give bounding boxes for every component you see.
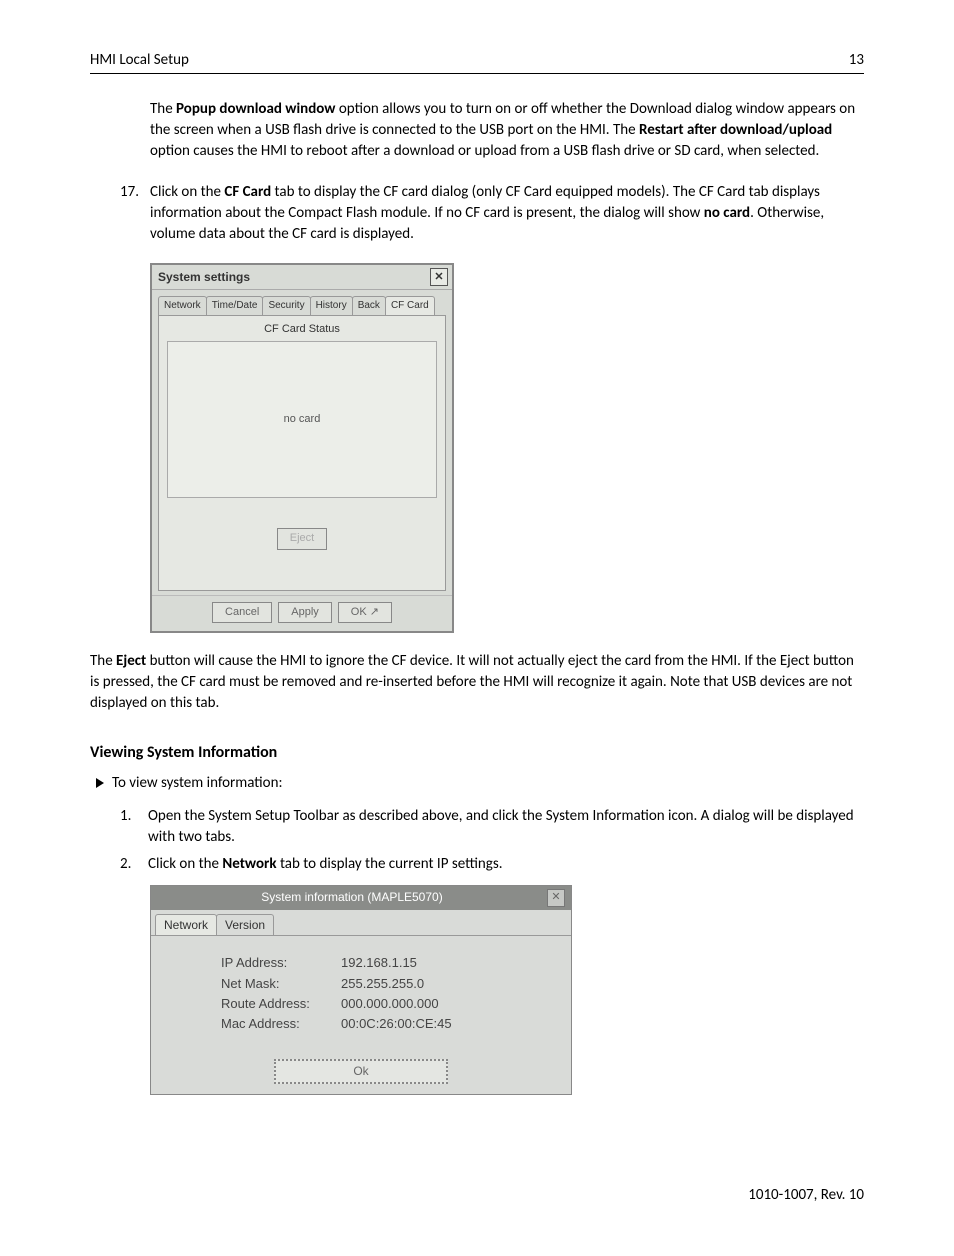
system-settings-titlebar: System settings ✕ (152, 265, 452, 290)
header-left: HMI Local Setup (90, 50, 189, 71)
net-mask-value: 255.255.255.0 (341, 975, 424, 993)
cf-card-status-box: no card (167, 341, 437, 498)
procedure-steps: 1. Open the System Setup Toolbar as desc… (120, 806, 864, 875)
page-header: HMI Local Setup 13 (90, 50, 864, 74)
tab-security[interactable]: Security (262, 296, 310, 315)
procedure-step-2: 2. Click on the Network tab to display t… (120, 854, 864, 875)
tab-cfcard[interactable]: CF Card (385, 296, 435, 315)
cancel-button[interactable]: Cancel (212, 602, 272, 623)
section-heading: Viewing System Information (90, 742, 864, 764)
cf-card-status-label: CF Card Status (167, 322, 437, 337)
close-icon[interactable]: ✕ (547, 889, 565, 907)
header-page-number: 13 (849, 50, 864, 71)
eject-button[interactable]: Eject (277, 528, 327, 549)
step-number: 17. (120, 182, 150, 245)
system-information-title: System information (MAPLE5070) (157, 889, 547, 906)
ok-button[interactable]: Ok (274, 1059, 448, 1084)
system-settings-title: System settings (158, 269, 250, 286)
ip-address-value: 192.168.1.15 (341, 954, 417, 972)
procedure-intro: To view system information: (96, 773, 864, 794)
procedure-step-1: 1. Open the System Setup Toolbar as desc… (120, 806, 864, 848)
net-mask-label: Net Mask: (221, 975, 341, 993)
system-information-titlebar: System information (MAPLE5070) ✕ (151, 886, 571, 910)
tab-back[interactable]: Back (352, 296, 386, 315)
tab-version[interactable]: Version (216, 914, 274, 936)
page-footer: 1010-1007, Rev. 10 (90, 1185, 864, 1206)
tab-network-info[interactable]: Network (155, 914, 217, 936)
no-card-text: no card (284, 412, 321, 427)
eject-paragraph: The Eject button will cause the HMI to i… (90, 651, 864, 714)
mac-address-row: Mac Address: 00:0C:26:00:CE:45 (221, 1015, 561, 1033)
tab-network[interactable]: Network (158, 296, 207, 315)
cf-card-panel: CF Card Status no card Eject (158, 315, 446, 591)
net-mask-row: Net Mask: 255.255.255.0 (221, 975, 561, 993)
route-address-label: Route Address: (221, 995, 341, 1013)
step-text: Click on the CF Card tab to display the … (150, 182, 864, 245)
mac-address-value: 00:0C:26:00:CE:45 (341, 1015, 452, 1033)
tab-history[interactable]: History (310, 296, 353, 315)
apply-button[interactable]: Apply (278, 602, 332, 623)
ok-button[interactable]: OK ↗ (338, 602, 392, 623)
close-icon[interactable]: ✕ (430, 268, 448, 286)
ip-address-row: IP Address: 192.168.1.15 (221, 954, 561, 972)
tab-timedate[interactable]: Time/Date (206, 296, 264, 315)
route-address-row: Route Address: 000.000.000.000 (221, 995, 561, 1013)
triangle-icon (96, 778, 104, 788)
ip-address-label: IP Address: (221, 954, 341, 972)
popup-download-paragraph: The Popup download window option allows … (150, 99, 864, 162)
route-address-value: 000.000.000.000 (341, 995, 439, 1013)
info-button-row: Ok (151, 1053, 571, 1094)
network-info-panel: IP Address: 192.168.1.15 Net Mask: 255.2… (151, 935, 571, 1053)
system-information-dialog: System information (MAPLE5070) ✕ Network… (150, 885, 572, 1095)
step-17: 17. Click on the CF Card tab to display … (120, 182, 864, 245)
system-information-tabs: Network Version (151, 910, 571, 936)
system-settings-dialog: System settings ✕ Network Time/Date Secu… (150, 263, 454, 633)
mac-address-label: Mac Address: (221, 1015, 341, 1033)
system-settings-tabs: Network Time/Date Security History Back … (152, 290, 452, 315)
dialog-button-row: Cancel Apply OK ↗ (152, 595, 452, 631)
